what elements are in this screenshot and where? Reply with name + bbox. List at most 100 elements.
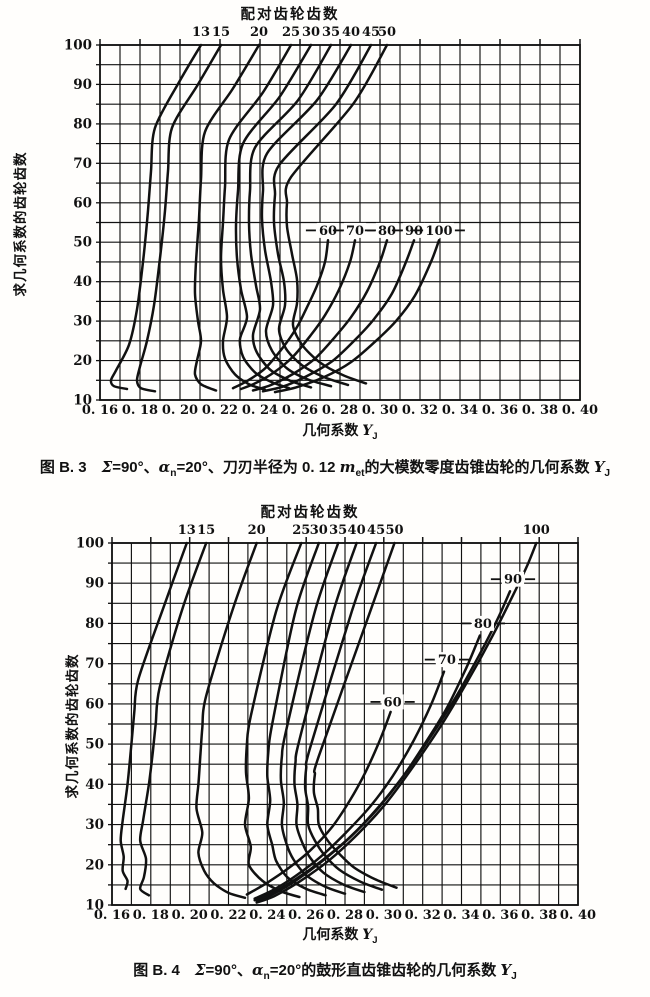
curve-13 <box>109 43 203 391</box>
y-tick-label: 90 <box>85 576 104 592</box>
curve-label-15: 15 <box>212 25 230 40</box>
text-run: n <box>170 468 177 479</box>
chart-b4-top-axis-title: 配对齿轮齿数 <box>260 505 360 521</box>
x-tick-label: 0. 24 <box>249 908 285 923</box>
x-tick-label: 0. 28 <box>322 403 358 418</box>
curve-label-45: 45 <box>362 25 380 40</box>
curve-label-15: 15 <box>197 523 215 538</box>
x-tick-label: 0. 18 <box>122 403 158 418</box>
x-tick-label: 0. 36 <box>482 403 518 418</box>
curve-90 <box>261 239 416 393</box>
text-run: J <box>604 468 611 479</box>
curve-label-35: 35 <box>322 25 340 40</box>
curve-label-80: 80 <box>474 617 492 632</box>
curve-label-60: 60 <box>384 695 402 710</box>
x-tick-label: 0. 16 <box>82 403 118 418</box>
text-run: Σ <box>194 961 206 979</box>
x-tick-label: 0. 28 <box>327 908 363 923</box>
y-tick-label: 90 <box>73 77 92 93</box>
text-run: =90°、 <box>112 459 159 476</box>
curve-label-30: 30 <box>302 25 320 40</box>
curve-label-80: 80 <box>378 224 396 239</box>
curve-label-100: 100 <box>523 523 550 538</box>
curve-label-mask <box>381 694 404 710</box>
text-run: 几何系数 <box>302 422 363 438</box>
x-tick-label: 0. 18 <box>133 908 169 923</box>
x-tick-label: 0. 36 <box>482 908 518 923</box>
chart-b4-x-axis-title: 几何系数 YJ <box>240 924 440 946</box>
x-tick-label: 0. 38 <box>521 908 557 923</box>
text-run: Y <box>362 927 373 943</box>
y-tick-label: 20 <box>73 353 92 369</box>
curve-label-100: 100 <box>425 224 452 239</box>
y-tick-label: 70 <box>73 156 92 172</box>
text-run: et <box>355 468 365 479</box>
figure-b3-caption: 图 B. 3 Σ=90°、αn=20°、刀刃半径为 0. 12 met的大模数零… <box>0 456 650 479</box>
x-tick-label: 0. 20 <box>162 403 198 418</box>
y-tick-label: 100 <box>64 38 92 54</box>
curve-label-13: 13 <box>192 25 210 40</box>
y-tick-label: 80 <box>73 116 92 132</box>
x-tick-label: 0. 32 <box>402 403 438 418</box>
curve-15 <box>135 43 223 393</box>
curve-label-mask <box>501 571 525 587</box>
text-run: =20°的鼓形直齿锥齿轮的几何系数 <box>269 962 501 979</box>
x-tick-label: 0. 20 <box>172 908 208 923</box>
curve-label-90: 90 <box>504 573 522 588</box>
text-run: J <box>372 430 378 442</box>
x-tick-label: 0. 16 <box>94 908 130 923</box>
text-run: α <box>251 961 264 979</box>
curve-label-mask <box>343 222 367 238</box>
curve-20 <box>193 43 261 392</box>
curve-30 <box>266 541 327 897</box>
y-tick-label: 40 <box>73 274 92 290</box>
y-tick-label: 20 <box>85 857 104 873</box>
curve-13 <box>119 541 189 891</box>
x-tick-label: 0. 40 <box>560 908 596 923</box>
y-tick-label: 50 <box>73 235 92 251</box>
text-run: 几何系数 <box>302 926 363 942</box>
curve-label-35: 35 <box>329 523 347 538</box>
text-run: α <box>158 458 171 476</box>
text-run: Σ <box>101 458 113 476</box>
curve-70 <box>253 670 446 900</box>
curve-60 <box>231 239 330 390</box>
curve-label-mask <box>424 222 454 238</box>
x-tick-label: 0. 32 <box>405 908 441 923</box>
text-run: m <box>339 458 356 476</box>
x-tick-label: 0. 26 <box>282 403 318 418</box>
x-tick-label: 0. 22 <box>202 403 238 418</box>
curves <box>109 43 441 394</box>
curve-label-mask <box>435 652 458 668</box>
curve-label-13: 13 <box>178 523 196 538</box>
text-run: 图 B. 3 <box>39 459 102 476</box>
x-tick-label: 0. 30 <box>366 908 402 923</box>
text-run: 图 B. 4 <box>133 962 195 979</box>
curve-label-20: 20 <box>250 25 268 40</box>
curve-label-50: 50 <box>385 523 403 538</box>
text-run: J <box>372 934 378 946</box>
x-tick-label: 0. 38 <box>522 403 558 418</box>
y-tick-label: 60 <box>73 195 92 211</box>
curve-label-70: 70 <box>438 653 456 668</box>
x-tick-label: 0. 34 <box>443 908 479 923</box>
curve-label-50: 50 <box>378 25 396 40</box>
y-tick-label: 80 <box>85 616 104 632</box>
text-run: J <box>511 971 517 982</box>
text-run: Y <box>362 423 373 439</box>
curve-label-mask <box>375 222 399 238</box>
curve-label-60: 60 <box>319 224 337 239</box>
curve-45 <box>303 541 384 891</box>
y-tick-label: 30 <box>85 817 104 833</box>
text-run: Y <box>500 961 512 979</box>
curve-100 <box>273 239 441 394</box>
curve-40 <box>260 43 353 388</box>
curve-35 <box>279 541 347 895</box>
y-tick-label: 70 <box>85 656 104 672</box>
curve-25 <box>219 43 293 391</box>
curve-label-90: 90 <box>405 224 423 239</box>
curve-70 <box>239 239 357 391</box>
curve-60 <box>245 710 392 896</box>
curve-25 <box>243 541 303 899</box>
curve-50 <box>312 541 398 889</box>
